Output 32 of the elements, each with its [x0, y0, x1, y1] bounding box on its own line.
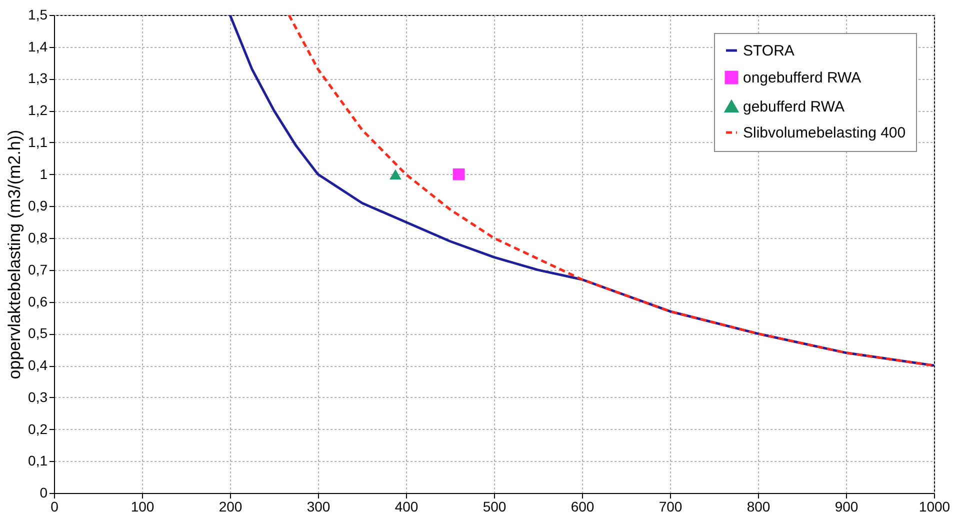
y-tick-label: 0,3: [28, 388, 48, 405]
y-tick-label: 0,1: [28, 452, 48, 469]
legend-label: ongebufferd RWA: [743, 70, 862, 86]
y-tick-label: 1,1: [28, 134, 48, 150]
y-tick-label: 1,3: [28, 70, 48, 86]
y-tick-label: 0,8: [28, 230, 48, 246]
y-tick-label: 0,4: [28, 357, 48, 374]
x-tick-label: 0: [50, 498, 59, 514]
y-tick-label: 0,2: [28, 420, 48, 437]
y-axis-title: oppervlaktebelasting (m3/(m2.h)): [5, 130, 24, 380]
x-tick-label: 200: [218, 498, 242, 514]
y-tick-label: 0,5: [28, 325, 48, 342]
x-tick-label: 400: [394, 498, 418, 514]
y-tick-label: 0,6: [28, 293, 48, 310]
y-tick-label: 1: [40, 166, 48, 182]
x-tick-label: 900: [834, 498, 858, 514]
x-tick-label: 100: [130, 498, 154, 514]
y-tick-label: 1,4: [28, 38, 48, 54]
y-tick-label: 0,9: [28, 198, 48, 214]
y-tick-label: 0: [40, 484, 48, 500]
x-tick-label: 600: [570, 498, 594, 514]
y-tick-label: 1,5: [28, 6, 48, 22]
legend-label: gebufferd RWA: [743, 98, 844, 116]
x-tick-label: 800: [746, 498, 770, 514]
x-tick-label: 300: [306, 498, 330, 514]
y-tick-label: 1,2: [28, 102, 48, 118]
legend-label: Slibvolumebelasting 400: [743, 124, 906, 142]
legend-label: STORA: [743, 42, 794, 60]
x-tick-label: 500: [482, 498, 506, 514]
x-tick-label: 1000: [918, 498, 950, 514]
x-tick-label: 700: [658, 498, 682, 514]
y-tick-label: 0,7: [28, 261, 48, 278]
